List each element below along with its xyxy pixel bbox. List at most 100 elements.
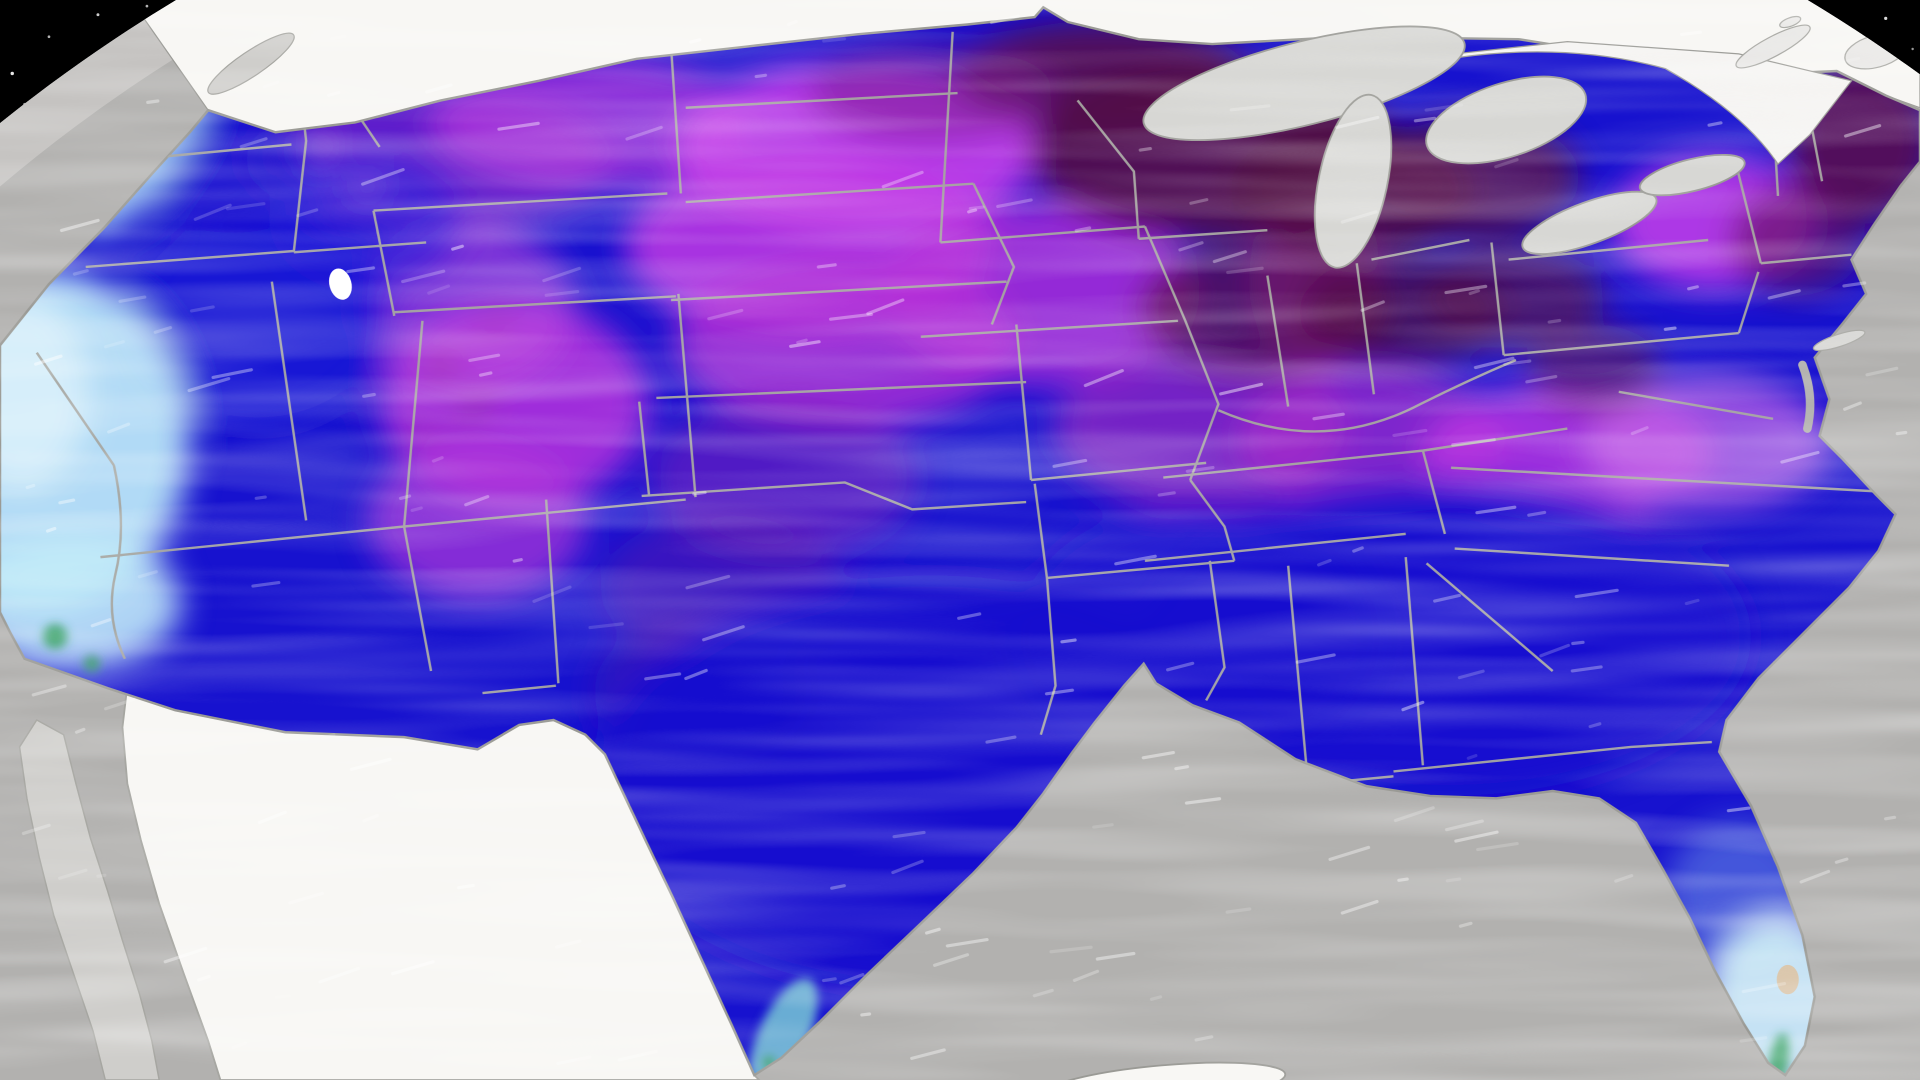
- wind-streak: [707, 308, 744, 321]
- wind-streak: [1883, 815, 1897, 821]
- wind-streak: [1138, 146, 1152, 152]
- wind-streak: [985, 735, 1017, 744]
- wind-streak: [1392, 428, 1428, 438]
- wind-streak: [1166, 661, 1195, 672]
- wind-streak: [968, 205, 985, 211]
- wind-streak: [1424, 103, 1464, 112]
- wind-streak: [685, 574, 731, 590]
- wind-streak: [468, 353, 501, 363]
- wind-streak: [796, 338, 808, 345]
- wind-streak: [464, 494, 490, 507]
- wind-streak: [107, 422, 131, 434]
- wind-streak: [425, 83, 453, 94]
- wind-streak: [58, 498, 76, 505]
- wind-streak: [1060, 638, 1077, 644]
- wind-streak: [625, 125, 663, 141]
- wind-streak: [689, 38, 702, 44]
- wind-streak: [1044, 688, 1074, 696]
- wind-streak: [401, 269, 446, 284]
- wind-streak: [1895, 430, 1908, 436]
- wind-streak: [1074, 226, 1092, 233]
- wind-streak: [1457, 669, 1485, 680]
- wind-streak: [1767, 289, 1801, 300]
- wind-streak: [390, 960, 435, 976]
- wind-streak: [427, 284, 451, 295]
- wind-streak: [1444, 819, 1484, 832]
- wind-streak: [544, 289, 580, 297]
- wind-streak: [349, 757, 392, 771]
- star-icon: [96, 13, 100, 17]
- wind-streak: [1360, 300, 1385, 312]
- wind-streak: [1588, 722, 1602, 729]
- wind-streak: [1454, 830, 1499, 843]
- wind-streak: [617, 1049, 658, 1062]
- wind-streak: [451, 244, 464, 251]
- wind-streak: [1843, 401, 1862, 411]
- wind-streak: [1174, 765, 1190, 771]
- wind-streak: [1687, 285, 1699, 291]
- wind-streak: [262, 80, 280, 89]
- wind-streak: [146, 99, 160, 104]
- star-icon: [47, 35, 51, 39]
- wind-streak: [296, 208, 319, 218]
- wind-streak: [153, 326, 172, 334]
- wind-streak: [118, 295, 147, 303]
- wind-streak: [786, 19, 798, 27]
- wind-streak: [274, 994, 291, 999]
- wind-streak: [1476, 841, 1519, 852]
- wind-streak: [1393, 806, 1435, 823]
- wind-streak: [1445, 877, 1462, 883]
- wind-streak: [542, 266, 581, 283]
- wind-streak: [1049, 945, 1093, 954]
- wind-streak: [211, 368, 253, 380]
- wind-streak: [512, 558, 523, 563]
- wind-streak: [1095, 951, 1136, 961]
- wind-streak: [187, 377, 231, 393]
- wind-streak: [1114, 554, 1157, 566]
- wind-streak: [45, 526, 57, 533]
- wind-streak: [1527, 510, 1547, 517]
- wind-streak: [1843, 124, 1882, 138]
- wind-streak: [945, 938, 989, 948]
- wind-streak: [588, 622, 624, 630]
- wind-streak: [1032, 988, 1054, 998]
- wind-streak: [1189, 198, 1209, 205]
- star-icon: [1884, 16, 1888, 20]
- wind-streak: [1226, 266, 1264, 275]
- wind-streak: [137, 570, 158, 579]
- wind-streak: [231, 1041, 248, 1050]
- wind-streak: [1707, 121, 1723, 127]
- wind-streak: [321, 732, 336, 740]
- wind-streak: [891, 859, 924, 875]
- wind-streak: [1072, 969, 1100, 982]
- star-icon: [145, 4, 149, 8]
- wind-streak: [1741, 981, 1787, 994]
- wind-streak: [330, 34, 347, 41]
- wind-streak: [1229, 104, 1271, 112]
- wind-streak: [318, 966, 361, 984]
- wind-streak: [1503, 359, 1532, 366]
- wind-streak: [1295, 653, 1336, 664]
- wind-streak: [1052, 458, 1088, 468]
- wind-streak: [74, 727, 86, 734]
- wind-streak: [59, 218, 100, 233]
- wind-streak: [789, 340, 821, 348]
- wind-streak: [932, 953, 970, 967]
- wind-streak: [1684, 598, 1700, 606]
- wind-streak: [1328, 845, 1371, 862]
- wind-streak: [996, 198, 1033, 209]
- wind-streak: [555, 939, 582, 949]
- wind-streak: [497, 121, 540, 131]
- wind-streak: [830, 884, 846, 890]
- star-field: [10, 4, 1914, 106]
- wind-streak: [197, 974, 211, 982]
- wind-streak: [866, 298, 905, 316]
- wind-streak: [1547, 318, 1562, 324]
- wind-streak: [892, 830, 926, 839]
- wind-streak: [1184, 797, 1222, 805]
- wind-streak: [816, 263, 837, 269]
- wind-streak: [1726, 806, 1751, 813]
- wind-streak: [225, 202, 266, 211]
